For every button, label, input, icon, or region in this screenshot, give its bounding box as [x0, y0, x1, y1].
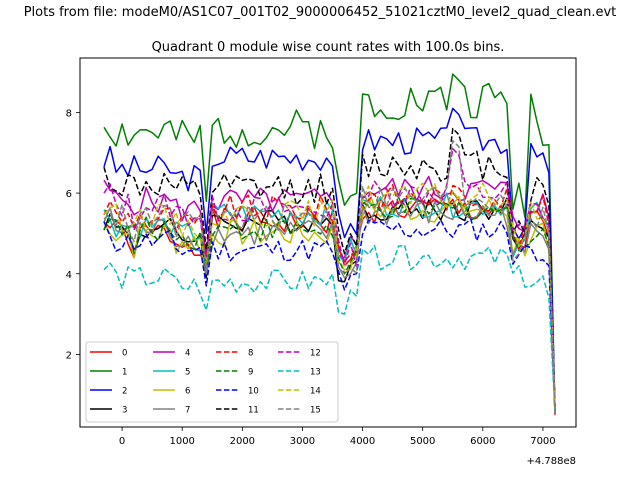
legend-frame — [85, 341, 339, 423]
series-3-line — [103, 197, 556, 411]
y-axis: 2 4 6 8 — [66, 108, 80, 361]
legend-label-4: 4 — [185, 349, 190, 359]
x-tick-label: 3000 — [290, 436, 315, 447]
series-9-line — [103, 196, 556, 411]
legend-label-6: 6 — [185, 387, 190, 397]
y-tick-label: 4 — [66, 270, 72, 281]
series-13-line — [103, 244, 556, 411]
series-1-line — [103, 73, 556, 413]
legend-label-15: 15 — [310, 406, 321, 416]
x-tick-label: 5000 — [410, 436, 435, 447]
series-2-line — [103, 107, 556, 411]
legend-label-12: 12 — [310, 349, 321, 359]
legend-label-0: 0 — [122, 349, 127, 359]
x-tick-label: 0 — [119, 436, 125, 447]
legend-label-11: 11 — [248, 406, 259, 416]
series-8-line — [103, 184, 556, 411]
legend-label-2: 2 — [122, 387, 127, 397]
x-tick-label: 4000 — [350, 436, 375, 447]
y-tick-label: 2 — [66, 350, 72, 361]
x-tick-label: 2000 — [230, 436, 255, 447]
legend-label-8: 8 — [248, 349, 253, 359]
legend-label-14: 14 — [310, 387, 321, 397]
x-tick-label: 1000 — [169, 436, 194, 447]
y-tick-label: 6 — [66, 189, 72, 200]
legend-label-5: 5 — [185, 368, 190, 378]
series-4-line — [103, 175, 556, 409]
legend-label-10: 10 — [248, 387, 259, 397]
x-tick-label: 6000 — [470, 436, 495, 447]
legend-label-3: 3 — [122, 406, 127, 416]
series-15-line — [103, 139, 556, 415]
chart-title: Quadrant 0 module wise count rates with … — [152, 40, 505, 55]
series-14-line — [103, 182, 556, 409]
figure-suptitle: Plots from file: modeM0/AS1C07_001T02_90… — [24, 5, 617, 20]
series-12-line — [103, 147, 556, 407]
x-tick-label: 7000 — [530, 436, 555, 447]
series-layer — [103, 73, 556, 415]
legend-label-7: 7 — [185, 406, 190, 416]
legend-label-9: 9 — [248, 368, 253, 378]
x-offset-label: +4.788e8 — [526, 456, 576, 467]
x-axis: 0 1000 2000 3000 4000 5000 6000 7000 — [119, 427, 556, 447]
y-tick-label: 8 — [66, 108, 72, 119]
series-11-line — [103, 127, 556, 411]
series-10-line — [103, 218, 556, 409]
legend-label-1: 1 — [122, 368, 127, 378]
legend-label-13: 13 — [310, 368, 321, 378]
plot-frame — [79, 57, 577, 428]
